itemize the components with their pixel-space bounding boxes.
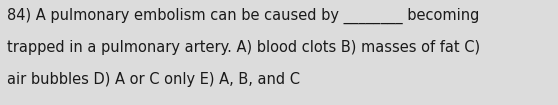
Text: 84) A pulmonary embolism can be caused by ________ becoming: 84) A pulmonary embolism can be caused b…	[7, 7, 479, 24]
Text: air bubbles D) A or C only E) A, B, and C: air bubbles D) A or C only E) A, B, and …	[7, 72, 300, 87]
Text: trapped in a pulmonary artery. A) blood clots B) masses of fat C): trapped in a pulmonary artery. A) blood …	[7, 40, 480, 55]
